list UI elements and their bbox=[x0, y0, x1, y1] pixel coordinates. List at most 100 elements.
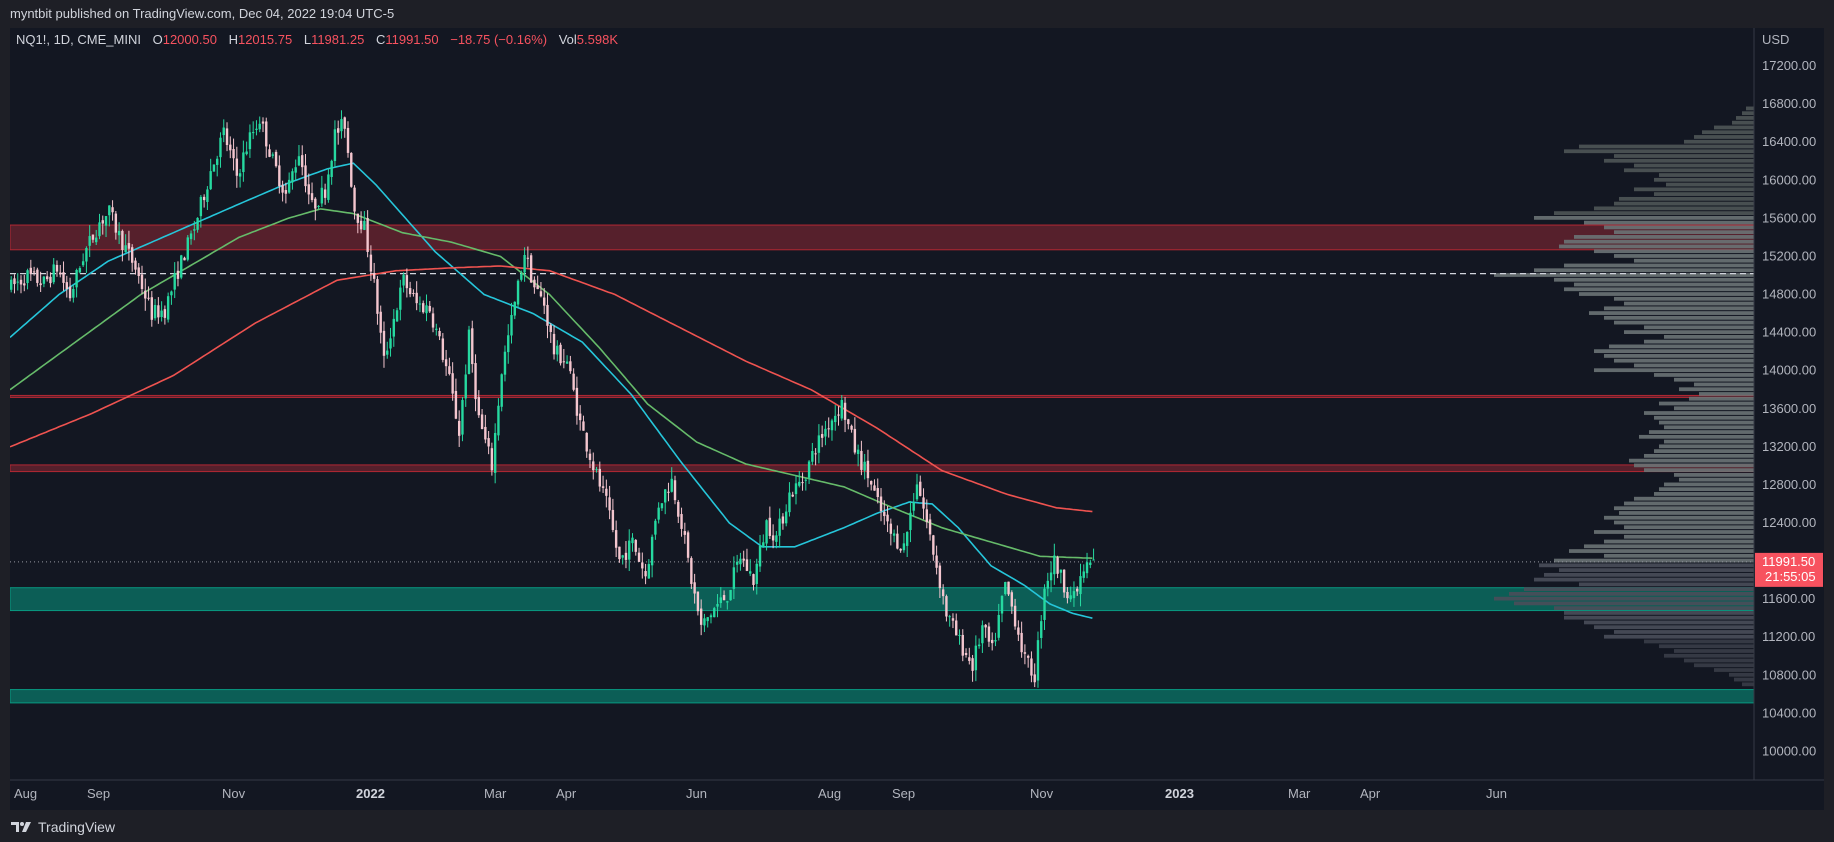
candle-84 bbox=[284, 182, 288, 204]
legend-c-label: C bbox=[376, 32, 385, 47]
candle-229 bbox=[758, 535, 762, 572]
candle-286 bbox=[945, 594, 948, 622]
y-tick-8: 13200.00 bbox=[1762, 439, 1816, 454]
price-zones bbox=[10, 224, 1755, 704]
vp-row-113 bbox=[1659, 644, 1754, 649]
candle-312 bbox=[1030, 651, 1033, 683]
candle-203 bbox=[673, 475, 677, 505]
candle-264 bbox=[873, 479, 876, 491]
y-tick-11: 14400.00 bbox=[1762, 325, 1816, 340]
vp-row-36 bbox=[1554, 277, 1754, 282]
vp-row-46 bbox=[1644, 325, 1754, 330]
vp-row-51 bbox=[1594, 349, 1754, 354]
candle-123 bbox=[412, 289, 415, 297]
candle-141 bbox=[471, 320, 474, 373]
candle-271 bbox=[896, 525, 899, 550]
candle-93 bbox=[314, 197, 317, 221]
candle-210 bbox=[696, 591, 700, 616]
candle-139 bbox=[464, 364, 467, 407]
y-tick-7: 12800.00 bbox=[1762, 477, 1816, 492]
candle-227 bbox=[752, 573, 755, 591]
legend-line: NQ1!, 1D, CME_MINI O12000.50 H12015.75 L… bbox=[16, 32, 618, 47]
vp-row-40 bbox=[1614, 296, 1754, 301]
candle-46 bbox=[160, 301, 163, 322]
vp-row-17 bbox=[1634, 187, 1754, 192]
candle-311 bbox=[1026, 654, 1030, 668]
vp-row-13 bbox=[1624, 168, 1754, 173]
vp-row-55 bbox=[1594, 368, 1754, 373]
candle-172 bbox=[572, 368, 575, 392]
vp-row-108 bbox=[1584, 620, 1754, 625]
candle-237 bbox=[784, 504, 788, 527]
vp-row-14 bbox=[1659, 173, 1754, 177]
candle-245 bbox=[811, 442, 814, 466]
candle-74 bbox=[251, 121, 255, 140]
candle-135 bbox=[451, 362, 454, 401]
vp-row-41 bbox=[1624, 301, 1754, 306]
candles bbox=[10, 110, 1095, 688]
vp-row-53 bbox=[1614, 358, 1754, 363]
candle-87 bbox=[294, 159, 297, 181]
candle-257 bbox=[850, 424, 853, 433]
candle-165 bbox=[549, 323, 552, 343]
price-scale-bg[interactable] bbox=[1754, 28, 1824, 780]
candle-250 bbox=[827, 417, 830, 438]
tradingview-brand-text: TradingView bbox=[38, 819, 116, 835]
legend-symbol: NQ1!, 1D, CME_MINI bbox=[16, 32, 141, 47]
vp-row-47 bbox=[1624, 330, 1754, 334]
candle-100 bbox=[337, 120, 340, 145]
candle-214 bbox=[709, 613, 713, 624]
candle-86 bbox=[291, 168, 294, 190]
candle-27 bbox=[98, 213, 101, 240]
candle-330 bbox=[1089, 559, 1092, 569]
vp-row-3 bbox=[1732, 120, 1754, 125]
vp-row-119 bbox=[1729, 672, 1754, 677]
x-tick-0: Aug bbox=[14, 786, 37, 801]
candle-270 bbox=[892, 529, 896, 543]
candle-287 bbox=[948, 614, 951, 627]
candle-315 bbox=[1040, 615, 1043, 649]
time-scale-bg[interactable] bbox=[10, 780, 1824, 810]
candle-307 bbox=[1013, 598, 1017, 630]
vp-row-85 bbox=[1619, 511, 1754, 515]
vp-row-96 bbox=[1539, 563, 1754, 568]
candle-95 bbox=[320, 175, 324, 207]
y-tick-6: 12400.00 bbox=[1762, 515, 1816, 530]
candle-293 bbox=[968, 647, 971, 665]
candle-186 bbox=[618, 546, 621, 563]
candle-13 bbox=[52, 258, 55, 285]
candle-2 bbox=[16, 273, 19, 291]
candle-182 bbox=[605, 479, 608, 508]
price-chart[interactable]: 10000.00 10400.00 10800.00 11200.00 11600.00… bbox=[10, 28, 1824, 810]
publish-header: myntbit published on TradingView.com, De… bbox=[0, 0, 1834, 28]
candle-143 bbox=[477, 390, 481, 418]
vp-row-18 bbox=[1654, 192, 1754, 196]
candle-320 bbox=[1056, 555, 1059, 579]
candle-1 bbox=[13, 274, 16, 294]
candle-252 bbox=[834, 405, 837, 431]
candle-262 bbox=[866, 449, 870, 488]
y-axis-ticks: 10000.00 10400.00 10800.00 11200.00 11600.00… bbox=[1762, 58, 1816, 758]
candle-260 bbox=[860, 440, 863, 476]
candle-99 bbox=[333, 120, 337, 168]
x-tick-7: Aug bbox=[818, 786, 841, 801]
y-tick-14: 15600.00 bbox=[1762, 210, 1816, 225]
candle-18 bbox=[68, 277, 72, 302]
tradingview-brand[interactable]: TradingView bbox=[0, 819, 115, 835]
x-tick-13: Jun bbox=[1486, 786, 1507, 801]
y-tick-1: 10400.00 bbox=[1762, 705, 1816, 720]
candle-153 bbox=[510, 302, 513, 344]
vp-row-0 bbox=[1746, 106, 1754, 111]
vp-row-23 bbox=[1534, 216, 1754, 220]
candle-170 bbox=[565, 355, 569, 364]
candle-37 bbox=[130, 244, 134, 272]
x-tick-2: Nov bbox=[222, 786, 246, 801]
candle-281 bbox=[928, 513, 932, 541]
candle-314 bbox=[1036, 631, 1040, 688]
candle-306 bbox=[1010, 590, 1014, 614]
vp-row-110 bbox=[1614, 630, 1754, 634]
candle-39 bbox=[137, 263, 140, 284]
candle-65 bbox=[222, 119, 225, 143]
candle-130 bbox=[435, 323, 438, 336]
candle-41 bbox=[144, 278, 147, 311]
